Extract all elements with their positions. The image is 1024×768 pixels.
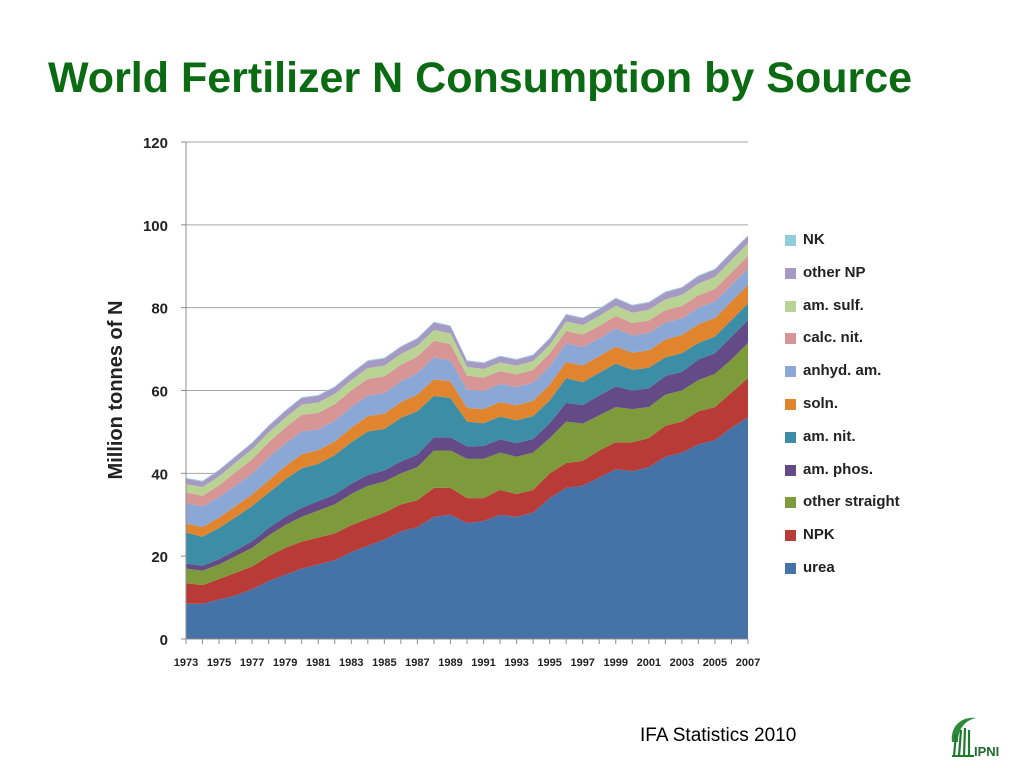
x-tick-label: 1983 — [339, 657, 363, 669]
area-anhyd-am — [186, 268, 748, 528]
legend-item: anhyd. am. — [785, 361, 985, 394]
legend-item: urea — [785, 558, 985, 591]
legend-swatch — [785, 562, 796, 574]
legend-label: NK — [803, 231, 825, 248]
legend-label: calc. nit. — [803, 329, 864, 347]
source-note: IFA Statistics 2010 — [640, 725, 797, 746]
legend-item: am. nit. — [785, 427, 985, 460]
y-tick-label: 20 — [151, 549, 168, 566]
legend-label: am. nit. — [803, 427, 856, 445]
area-npk — [186, 378, 748, 604]
x-tick-label: 1987 — [405, 657, 429, 669]
y-tick-labels: 0 20 40 60 80 100 120 — [143, 135, 168, 649]
legend-item: soln. — [785, 394, 985, 427]
area-am-nit — [186, 303, 748, 566]
legend-swatch — [785, 267, 796, 279]
axes — [181, 141, 749, 644]
svg-text:IPNI: IPNI — [974, 744, 999, 759]
legend-swatch — [785, 235, 796, 246]
x-tick-label: 1979 — [273, 657, 297, 669]
x-tick-label: 2001 — [637, 657, 661, 669]
legend-swatch — [785, 333, 796, 345]
area-calc-nit — [186, 255, 748, 507]
area-am-sulf — [186, 243, 748, 496]
legend-label: am. phos. — [803, 460, 874, 478]
y-tick-label: 40 — [151, 466, 168, 483]
x-tick-label: 1997 — [570, 657, 594, 669]
legend-label: anhyd. am. — [803, 362, 882, 380]
y-tick-label: 0 — [160, 632, 168, 649]
legend-item: am. phos. — [785, 460, 985, 493]
y-axis-label: Million tonnes of N — [105, 301, 127, 480]
x-tick-label: 1993 — [504, 657, 528, 669]
legend-item: NPK — [785, 525, 985, 558]
y-tick-label: 60 — [151, 384, 168, 401]
area-layers — [186, 235, 748, 639]
legend-swatch — [785, 464, 796, 476]
x-tick-label: 2005 — [703, 657, 727, 669]
x-tick-label: 1991 — [471, 657, 495, 669]
x-tick-label: 2007 — [736, 657, 760, 669]
x-tick-label: 1989 — [438, 657, 462, 669]
area-other-np — [186, 236, 748, 488]
x-tick-label: 1995 — [537, 657, 561, 669]
ipni-logo: IPNI — [951, 717, 999, 759]
y-tick-label: 120 — [143, 135, 168, 152]
area-other-straight — [186, 342, 748, 586]
legend-item: other straight — [785, 492, 985, 525]
legend-swatch — [785, 431, 796, 443]
x-tick-label: 1975 — [207, 657, 231, 669]
x-tick-label: 1985 — [372, 657, 396, 669]
legend-swatch — [785, 398, 796, 410]
legend-swatch — [785, 300, 796, 312]
x-tick-label: 1999 — [604, 657, 628, 669]
x-tick-label: 2003 — [670, 657, 694, 669]
legend-label: other straight — [803, 493, 900, 511]
legend-label: soln. — [803, 394, 839, 412]
legend-label: urea — [803, 558, 835, 576]
legend-item: am. sulf. — [785, 296, 985, 329]
legend-label: am. sulf. — [803, 296, 864, 314]
page-title: World Fertilizer N Consumption by Source — [48, 54, 913, 102]
x-tick-label: 1977 — [240, 657, 264, 669]
legend-item: calc. nit. — [785, 328, 985, 361]
legend-swatch — [785, 530, 796, 542]
legend: NK other NP am. sulf. calc. nit. anhyd. am. s… — [785, 230, 985, 591]
x-tick-labels: 1973 1975 1977 1979 1981 1983 1985 1987 1989 1991… — [174, 657, 760, 669]
area-urea — [186, 417, 748, 639]
legend-label: other NP — [803, 263, 866, 281]
legend-label: NPK — [803, 526, 835, 544]
legend-swatch — [785, 366, 796, 378]
x-tick-label: 1973 — [174, 657, 198, 669]
x-tick-label: 1981 — [306, 657, 330, 669]
y-tick-label: 80 — [151, 301, 168, 318]
legend-item: NK — [785, 230, 985, 263]
area-soln — [186, 284, 748, 537]
y-tick-label: 100 — [143, 218, 168, 235]
legend-item: other NP — [785, 263, 985, 296]
legend-swatch — [785, 497, 796, 509]
